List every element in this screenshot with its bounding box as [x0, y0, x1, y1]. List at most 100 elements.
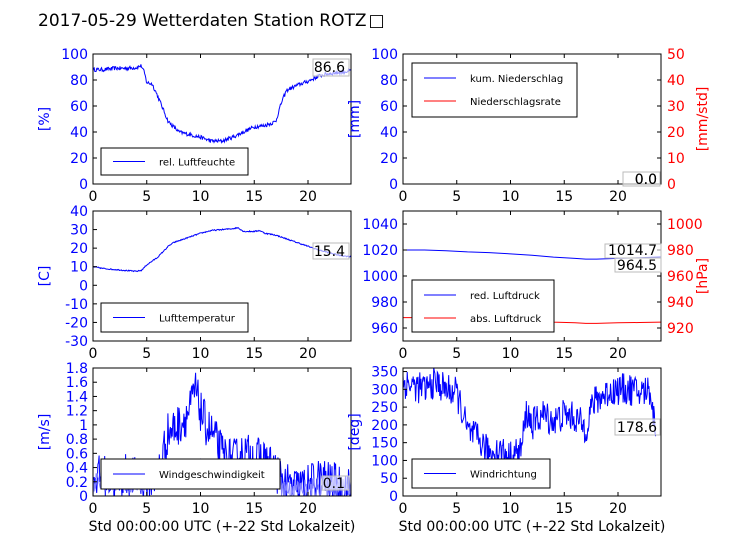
y-axis-label: [%]	[37, 107, 53, 131]
annotation-box	[614, 418, 661, 436]
x-tick-label: 20	[299, 501, 317, 517]
y-tick-label: 1020	[362, 243, 398, 259]
value-annotation: 964.5	[617, 258, 657, 274]
y-tick-label: 80	[70, 73, 88, 89]
annotation-box	[312, 58, 350, 77]
y-tick-label: 1040	[362, 217, 398, 233]
x-tick-label: 0	[399, 346, 408, 362]
legend-entry: abs. Luftdruck	[470, 314, 541, 325]
y-right-tick-label: 40	[667, 73, 685, 89]
y-right-tick-label: 10	[667, 151, 685, 167]
temperature-panel: 0 5 10 15 20 -30 -20 -10 0 10 20 30 40 [C] 15.4 Lufttem…	[37, 204, 352, 362]
y-tick-label: 50	[380, 471, 398, 487]
x-tick-label: 10	[192, 189, 210, 205]
x-tick-label: 15	[555, 346, 573, 362]
legend-entry: Niederschlagsrate	[470, 97, 561, 108]
x-tick-label: 0	[89, 501, 98, 517]
y-tick-label: 1	[79, 418, 88, 434]
series-line-rel-luftfeuchte	[93, 64, 351, 144]
x-tick-label: 10	[502, 501, 520, 517]
y-tick-label: 0	[389, 489, 398, 505]
series-line-lufttemperatur	[93, 226, 351, 273]
y-tick-label: -30	[65, 334, 88, 350]
y-tick-label: 60	[70, 99, 88, 115]
figure-title: 2017-05-29 Wetterdaten Station ROTZ □	[38, 11, 385, 31]
y-tick-label: 20	[70, 241, 88, 257]
y-right-axis-label: [hPa]	[695, 258, 711, 294]
x-tick-label: 0	[89, 189, 98, 205]
legend-box	[411, 279, 555, 333]
y-right-axis-label: [mm/std]	[695, 87, 711, 152]
y-axis-label: [mm]	[347, 100, 363, 138]
y-tick-label: 0.2	[66, 475, 88, 491]
value-annotation: 0.0	[635, 172, 657, 188]
y-right-tick-label: 0	[667, 177, 676, 193]
x-tick-label: 5	[452, 189, 461, 205]
y-tick-label: 60	[380, 99, 398, 115]
series-line-windrichtung	[403, 368, 657, 473]
y-tick-label: 80	[380, 73, 398, 89]
y-tick-label: 1.2	[66, 404, 88, 420]
legend-entry: Lufttemperatur	[159, 314, 236, 325]
y-tick-label: 0	[79, 489, 88, 505]
y-right-tick-label: 20	[667, 125, 685, 141]
y-right-tick-label: 30	[667, 99, 685, 115]
legend-entry: kum. Niederschlag	[470, 74, 563, 85]
x-tick-label: 15	[555, 501, 573, 517]
y-tick-label: 40	[380, 125, 398, 141]
value-annotation: 0.0	[635, 172, 657, 188]
y-tick-label: 20	[380, 151, 398, 167]
x-tick-label: 0	[399, 501, 408, 517]
x-tick-label: 10	[502, 189, 520, 205]
x-tick-label: 20	[609, 346, 627, 362]
x-tick-label: 0	[399, 189, 408, 205]
x-tick-label: 10	[192, 501, 210, 517]
x-tick-label: 10	[192, 346, 210, 362]
x-tick-label: 15	[245, 346, 263, 362]
legend-box	[411, 62, 578, 118]
plot-frame	[92, 210, 352, 342]
y-tick-label: 30	[70, 223, 88, 239]
value-annotation: 0.1	[323, 476, 345, 492]
y-tick-label: 0.6	[66, 446, 88, 462]
x-tick-label: 20	[299, 346, 317, 362]
legend-entry: red. Luftdruck	[470, 291, 540, 302]
y-right-tick-label: 50	[667, 47, 685, 63]
x-tick-label: 20	[299, 189, 317, 205]
y-tick-label: 0	[389, 177, 398, 193]
y-tick-label: 0	[79, 177, 88, 193]
x-axis-label: Std 00:00:00 UTC (+-22 Std Lokalzeit)	[399, 519, 666, 535]
y-tick-label: 1.6	[66, 375, 88, 391]
y-tick-label: 350	[371, 365, 398, 381]
y-right-tick-label: 980	[667, 243, 694, 259]
annotation-box	[622, 171, 661, 187]
y-axis-label: [C]	[37, 266, 53, 287]
figure-title-text: 2017-05-29 Wetterdaten Station ROTZ	[38, 11, 367, 31]
value-annotation: 1014.7	[608, 243, 657, 259]
value-annotation: 15.4	[314, 244, 345, 260]
y-tick-label: 300	[371, 382, 398, 398]
y-axis-label: [m/s]	[37, 414, 53, 451]
y-axis-label: [deg]	[347, 413, 363, 450]
y-right-tick-label: 1000	[667, 217, 703, 233]
precipitation-panel: 0 5 10 15 20 0 20 40 60 80 100 0 10 20 30 40 50 [mm] [mm/s…	[347, 47, 711, 205]
x-tick-label: 15	[245, 189, 263, 205]
y-tick-label: 980	[371, 295, 398, 311]
annotation-box	[321, 475, 350, 491]
x-axis-label: Std 00:00:00 UTC (+-22 Std Lokalzeit)	[89, 519, 356, 535]
x-tick-label: 15	[555, 189, 573, 205]
humidity-panel: 0 5 10 15 20 0 20 40 60 80 100 [%] 86.6 rel. Luftfeuc…	[37, 47, 352, 205]
y-right-tick-label: 920	[667, 321, 694, 337]
y-tick-label: -20	[65, 315, 88, 331]
plot-frame	[92, 367, 352, 497]
y-tick-label: 960	[371, 321, 398, 337]
plot-frame	[402, 53, 662, 185]
legend-entry: rel. Luftfeuchte	[159, 158, 235, 169]
x-tick-label: 5	[142, 189, 151, 205]
y-tick-label: 1000	[362, 269, 398, 285]
y-tick-label: -10	[65, 297, 88, 313]
x-tick-label: 20	[609, 189, 627, 205]
legend-entry: Windgeschwindigkeit	[159, 470, 265, 481]
y-tick-label: 1.8	[66, 361, 88, 377]
